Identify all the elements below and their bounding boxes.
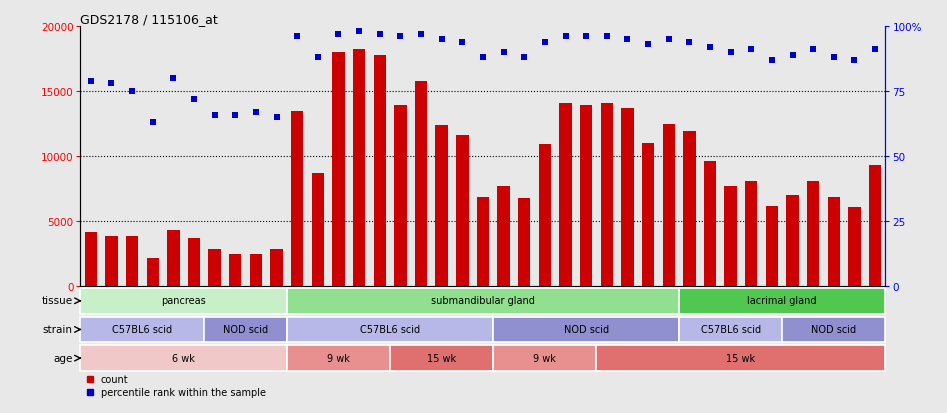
Bar	[597, 345, 885, 371]
Bar	[849, 207, 861, 287]
Bar	[497, 187, 509, 287]
Bar	[786, 196, 798, 287]
Bar	[560, 104, 572, 287]
Bar	[147, 258, 159, 287]
Bar	[679, 288, 885, 314]
Bar	[436, 126, 448, 287]
Bar	[766, 206, 778, 287]
Bar	[642, 144, 654, 287]
Text: NOD scid: NOD scid	[812, 324, 856, 334]
Text: tissue: tissue	[42, 296, 72, 306]
Bar	[80, 288, 287, 314]
Bar	[493, 345, 597, 371]
Bar	[312, 174, 324, 287]
Text: NOD scid: NOD scid	[563, 324, 609, 334]
Bar	[353, 50, 366, 287]
Bar	[704, 162, 716, 287]
Bar	[745, 181, 758, 287]
Bar	[600, 104, 613, 287]
Bar	[287, 288, 679, 314]
Bar	[84, 232, 97, 287]
Text: C57BL6 scid: C57BL6 scid	[113, 324, 172, 334]
Bar	[476, 197, 490, 287]
Bar	[679, 317, 782, 342]
Text: submandibular gland: submandibular gland	[431, 296, 535, 306]
Bar	[724, 187, 737, 287]
Bar	[580, 106, 593, 287]
Text: count: count	[100, 374, 128, 384]
Text: GDS2178 / 115106_at: GDS2178 / 115106_at	[80, 13, 218, 26]
Bar	[287, 317, 493, 342]
Bar	[168, 231, 180, 287]
Bar	[80, 345, 287, 371]
Bar	[126, 236, 138, 287]
Bar	[683, 132, 695, 287]
Text: age: age	[53, 353, 72, 363]
Text: NOD scid: NOD scid	[223, 324, 268, 334]
Bar	[518, 198, 530, 287]
Bar	[394, 106, 406, 287]
Text: percentile rank within the sample: percentile rank within the sample	[100, 387, 265, 397]
Text: C57BL6 scid: C57BL6 scid	[701, 324, 760, 334]
Bar	[807, 181, 819, 287]
Bar	[539, 145, 551, 287]
Text: C57BL6 scid: C57BL6 scid	[360, 324, 420, 334]
Bar	[621, 109, 634, 287]
Bar	[105, 236, 117, 287]
Bar	[493, 317, 679, 342]
Bar	[287, 345, 390, 371]
Bar	[828, 197, 840, 287]
Bar	[229, 254, 241, 287]
Bar	[663, 124, 675, 287]
Text: strain: strain	[43, 324, 72, 334]
Bar	[80, 317, 205, 342]
Bar	[415, 81, 427, 287]
Text: 15 wk: 15 wk	[427, 353, 456, 363]
Bar	[208, 249, 221, 287]
Text: pancreas: pancreas	[161, 296, 206, 306]
Bar	[271, 249, 283, 287]
Bar	[332, 53, 345, 287]
Bar	[456, 136, 469, 287]
Bar	[390, 345, 493, 371]
Bar	[205, 317, 287, 342]
Bar	[373, 55, 386, 287]
Text: 9 wk: 9 wk	[533, 353, 556, 363]
Bar	[188, 239, 200, 287]
Text: 15 wk: 15 wk	[726, 353, 756, 363]
Bar	[291, 112, 303, 287]
Bar	[869, 166, 882, 287]
Text: lacrimal gland: lacrimal gland	[747, 296, 817, 306]
Text: 9 wk: 9 wk	[327, 353, 350, 363]
Text: 6 wk: 6 wk	[172, 353, 195, 363]
Bar	[250, 254, 262, 287]
Bar	[782, 317, 885, 342]
